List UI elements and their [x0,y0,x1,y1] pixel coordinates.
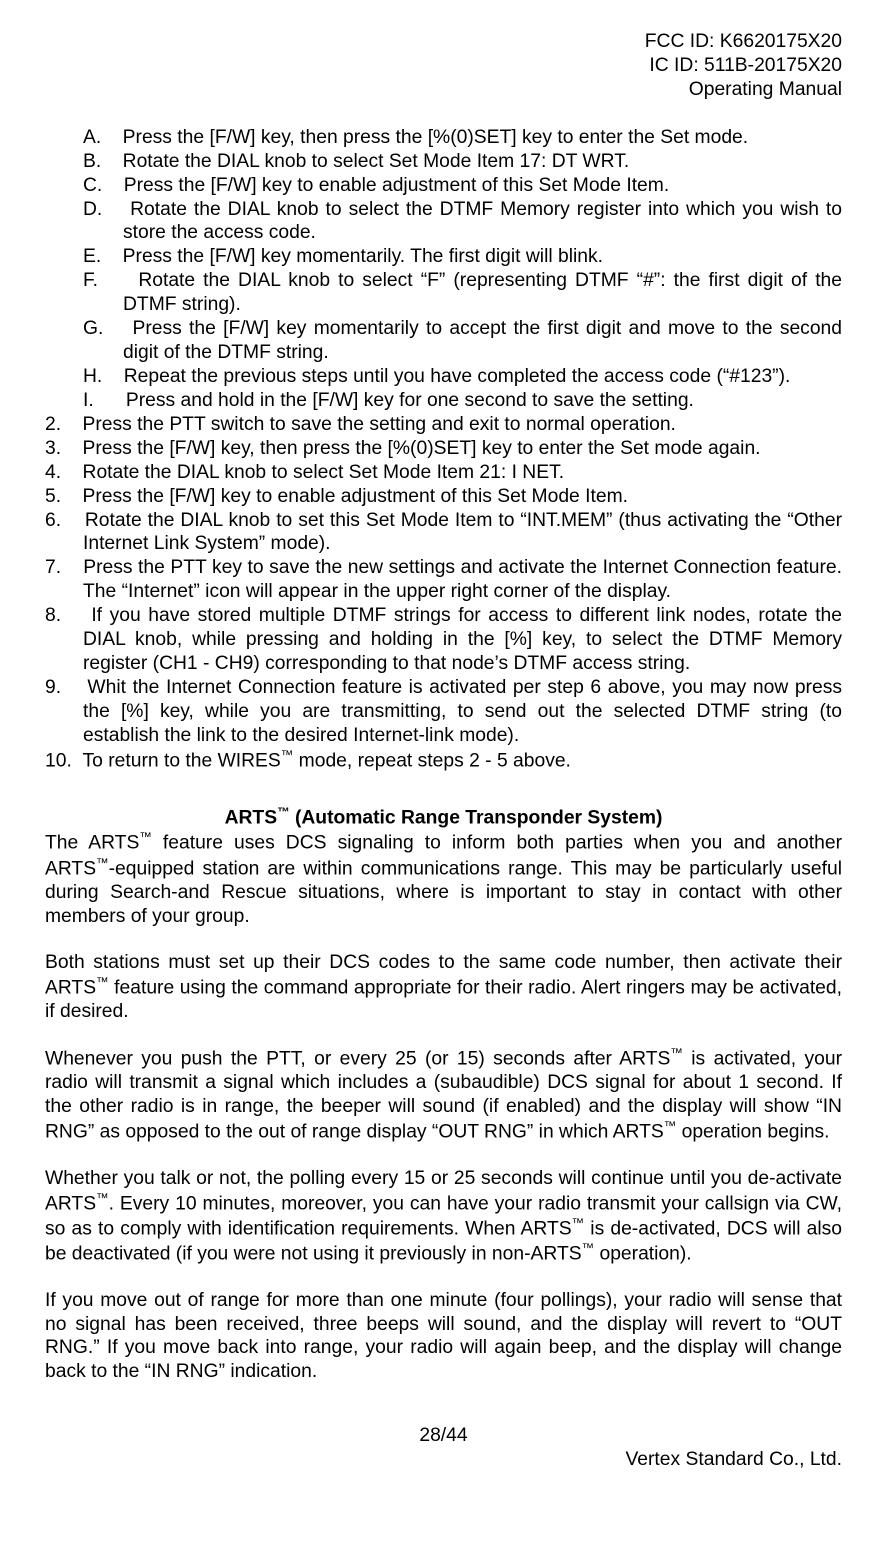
step-5: 5. Press the [F/W] key to enable adjustm… [45,485,842,509]
step-H-text: Repeat the previous steps until you have… [124,366,791,387]
ic-id: IC ID: 511B-20175X20 [45,54,842,78]
header-block: FCC ID: K6620175X20 IC ID: 511B-20175X20… [45,30,842,102]
step-B-text: Rotate the DIAL knob to select Set Mode … [123,151,630,172]
step-8-text: If you have stored multiple DTMF strings… [83,605,842,674]
step-10: 10. To return to the WIRES™ mode, repeat… [45,748,842,773]
step-6: 6. Rotate the DIAL knob to set this Set … [45,509,842,557]
para-4: Whether you talk or not, the polling eve… [45,1167,842,1267]
p4d: operation). [594,1244,692,1265]
p2b: feature using the command appropriate fo… [45,977,842,1022]
step-8: 8. If you have stored multiple DTMF stri… [45,604,842,676]
step-G: G. Press the [F/W] key momentarily to ac… [45,317,842,365]
blank-line [45,1145,842,1167]
tm-mark: ™ [139,830,152,844]
doc-title: Operating Manual [45,78,842,102]
document-page: FCC ID: K6620175X20 IC ID: 511B-20175X20… [0,0,887,1555]
blank-line [45,1267,842,1289]
tm-mark: ™ [96,1191,109,1205]
fcc-id: FCC ID: K6620175X20 [45,30,842,54]
step-2: 2. Press the PTT switch to save the sett… [45,413,842,437]
step-F: F. Rotate the DIAL knob to select “F” (r… [45,269,842,317]
step-F-text: Rotate the DIAL knob to select “F” (repr… [123,270,842,315]
para-1: The ARTS™ feature uses DCS signaling to … [45,830,842,929]
step-H: H. Repeat the previous steps until you h… [45,365,842,389]
step-4-text: Rotate the DIAL knob to select Set Mode … [83,462,565,483]
step-4: 4. Rotate the DIAL knob to select Set Mo… [45,461,842,485]
section-title-post: (Automatic Range Transponder System) [290,808,663,829]
step-A-text: Press the [F/W] key, then press the [%(0… [123,127,748,148]
step-9: 9. Whit the Internet Connection feature … [45,676,842,748]
step-3: 3. Press the [F/W] key, then press the [… [45,437,842,461]
p1c: -equipped station are within communicati… [45,858,842,927]
step-E: E. Press the [F/W] key momentarily. The … [45,245,842,269]
blank-line [45,929,842,951]
step-3-text: Press the [F/W] key, then press the [%(0… [83,438,761,459]
step-I: I. Press and hold in the [F/W] key for o… [45,389,842,413]
tm-mark: ™ [281,748,294,762]
step-10-pre: To return to the WIRES [83,750,281,771]
step-5-text: Press the [F/W] key to enable adjustment… [83,486,628,507]
step-D: D. Rotate the DIAL knob to select the DT… [45,198,842,246]
step-A: A. Press the [F/W] key, then press the [… [45,126,842,150]
tm-mark: ™ [572,1216,585,1230]
blank-line [45,1024,842,1046]
section-title-pre: ARTS [225,808,278,829]
step-D-text: Rotate the DIAL knob to select the DTMF … [123,199,842,244]
step-B: B. Rotate the DIAL knob to select Set Mo… [45,150,842,174]
tm-mark: ™ [670,1046,683,1060]
para-2: Both stations must set up their DCS code… [45,951,842,1024]
p3a: Whenever you push the PTT, or every 25 (… [45,1049,670,1070]
tm-mark: ™ [582,1241,595,1255]
p1a: The ARTS [45,833,139,854]
step-G-text: Press the [F/W] key momentarily to accep… [123,318,842,363]
section-heading: ARTS™ (Automatic Range Transponder Syste… [45,805,842,830]
step-7: 7. Press the PTT key to save the new set… [45,556,842,604]
p3c: operation begins. [676,1122,829,1143]
step-E-text: Press the [F/W] key momentarily. The fir… [123,246,603,267]
company-name: Vertex Standard Co., Ltd. [45,1448,842,1472]
step-2-text: Press the PTT switch to save the setting… [83,414,676,435]
para-5: If you move out of range for more than o… [45,1289,842,1385]
tm-mark: ™ [277,805,290,819]
step-I-text: Press and hold in the [F/W] key for one … [126,390,694,411]
step-7-text: Press the PTT key to save the new settin… [83,557,842,602]
tm-mark: ™ [96,975,109,989]
tm-mark: ™ [664,1119,677,1133]
tm-mark: ™ [96,856,109,870]
page-number: 28/44 [45,1424,842,1448]
step-C: C. Press the [F/W] key to enable adjustm… [45,174,842,198]
step-10-post: mode, repeat steps 2 - 5 above. [293,750,571,771]
step-6-text: Rotate the DIAL knob to set this Set Mod… [83,510,842,555]
step-9-text: Whit the Internet Connection feature is … [83,677,842,746]
step-C-text: Press the [F/W] key to enable adjustment… [124,175,669,196]
para-3: Whenever you push the PTT, or every 25 (… [45,1046,842,1145]
